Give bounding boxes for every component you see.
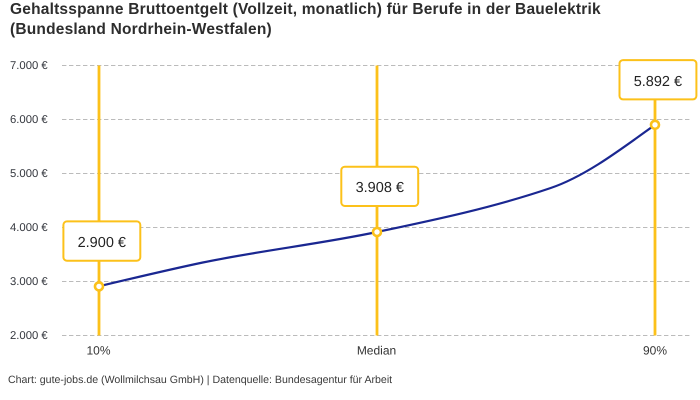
- svg-text:5.000 €: 5.000 €: [10, 168, 48, 180]
- svg-text:7.000 €: 7.000 €: [10, 60, 48, 72]
- svg-text:2.900 €: 2.900 €: [78, 235, 126, 251]
- svg-text:4.000 €: 4.000 €: [10, 222, 48, 234]
- svg-text:3.000 €: 3.000 €: [10, 276, 48, 288]
- svg-text:Chart: gute-jobs.de (Wollmilch: Chart: gute-jobs.de (Wollmilchsau GmbH) …: [8, 374, 392, 386]
- svg-text:10%: 10%: [86, 343, 110, 357]
- svg-text:2.000 €: 2.000 €: [10, 330, 48, 342]
- svg-text:5.892 €: 5.892 €: [634, 74, 682, 90]
- svg-text:90%: 90%: [643, 343, 667, 357]
- svg-text:Median: Median: [357, 343, 396, 357]
- svg-text:6.000 €: 6.000 €: [10, 114, 48, 126]
- svg-text:3.908 €: 3.908 €: [356, 180, 404, 196]
